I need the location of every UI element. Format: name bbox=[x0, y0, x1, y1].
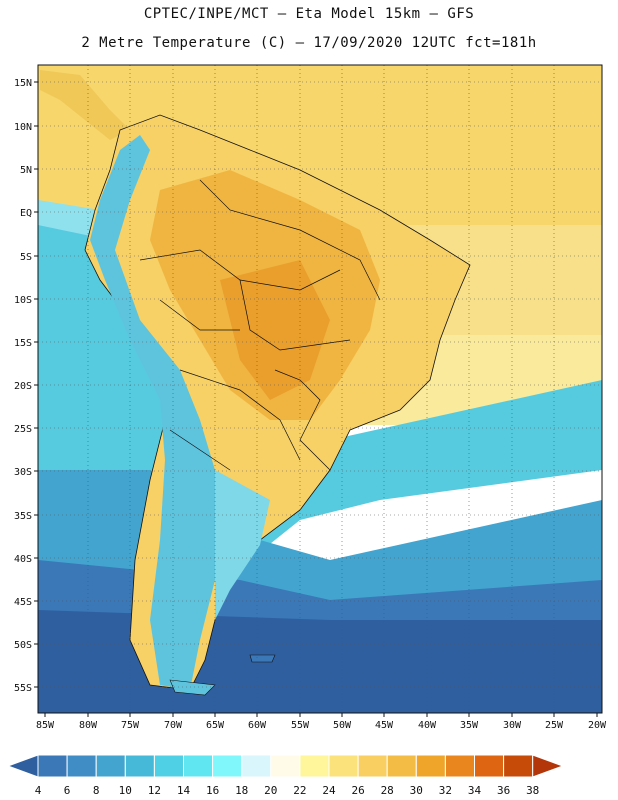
tierra-del-fuego bbox=[169, 679, 216, 696]
lon-label: 75W bbox=[121, 720, 140, 731]
colorbar-tick-label: 12 bbox=[148, 784, 161, 797]
lat-label: 40S bbox=[14, 554, 32, 565]
lat-label: 15S bbox=[14, 338, 32, 349]
lat-label: 45S bbox=[14, 597, 32, 608]
central-america bbox=[40, 70, 130, 140]
colorbar-cells bbox=[6, 754, 565, 778]
colorbar-cell bbox=[124, 754, 155, 778]
colorbar-tick-label: 4 bbox=[35, 784, 42, 797]
colorbar-tick-labels: 4 6 8 10 12 14 16 18 20 22 24 26 28 30 32 34 36 38 bbox=[35, 784, 540, 797]
lon-label: 65W bbox=[206, 720, 225, 731]
colorbar-cell bbox=[153, 754, 184, 778]
lat-label: 10N bbox=[14, 122, 32, 133]
colorbar-tick-label: 34 bbox=[468, 784, 482, 797]
colorbar-cell bbox=[270, 754, 301, 778]
map-gridlines bbox=[38, 65, 602, 713]
colorbar-cell bbox=[503, 754, 534, 778]
lon-label: 45W bbox=[375, 720, 394, 731]
colorbar-tick-label: 26 bbox=[351, 784, 364, 797]
colorbar-cell bbox=[444, 754, 475, 778]
colorbar-tick-label: 22 bbox=[293, 784, 306, 797]
colorbar-tick-label: 32 bbox=[439, 784, 452, 797]
colorbar-cell bbox=[357, 754, 388, 778]
lat-label: 20S bbox=[14, 381, 32, 392]
map-title: CPTEC/INPE/MCT – Eta Model 15km – GFS bbox=[143, 6, 475, 22]
colorbar-low-arrow bbox=[6, 754, 39, 778]
colorbar-high-arrow bbox=[532, 754, 565, 778]
colorbar-tick-label: 28 bbox=[381, 784, 394, 797]
lat-label: 5S bbox=[20, 252, 32, 263]
colorbar-cell bbox=[183, 754, 214, 778]
colorbar-cell bbox=[95, 754, 126, 778]
colorbar-cell bbox=[66, 754, 97, 778]
colorbar-cell bbox=[241, 754, 272, 778]
lat-label: 15N bbox=[14, 78, 32, 89]
lat-label: EQ bbox=[20, 208, 32, 219]
lon-label: 30W bbox=[503, 720, 522, 731]
lat-label: 35S bbox=[14, 511, 32, 522]
andes-strip bbox=[90, 135, 230, 690]
lon-label: 80W bbox=[79, 720, 98, 731]
lon-label: 20W bbox=[588, 720, 607, 731]
colorbar-cell bbox=[212, 754, 243, 778]
colorbar-tick-label: 18 bbox=[235, 784, 248, 797]
colorbar-cell bbox=[474, 754, 505, 778]
lon-label: 60W bbox=[248, 720, 267, 731]
colorbar-tick-label: 24 bbox=[322, 784, 336, 797]
patagonia-cool bbox=[215, 470, 270, 620]
colorbar-tick-label: 36 bbox=[497, 784, 510, 797]
colorbar-tick-label: 14 bbox=[177, 784, 191, 797]
lon-label: 35W bbox=[460, 720, 479, 731]
colorbar-cell bbox=[299, 754, 330, 778]
lat-label: 25S bbox=[14, 424, 32, 435]
colorbar-tick-label: 20 bbox=[264, 784, 277, 797]
lat-label: 10S bbox=[14, 295, 32, 306]
lon-label: 25W bbox=[545, 720, 564, 731]
lon-label: 55W bbox=[291, 720, 310, 731]
axis-ticks bbox=[34, 81, 598, 717]
colorbar-tick-label: 38 bbox=[526, 784, 539, 797]
lon-label: 70W bbox=[164, 720, 183, 731]
colorbar-cell bbox=[415, 754, 446, 778]
falkland-islands bbox=[249, 654, 276, 663]
lat-label: 5N bbox=[20, 165, 32, 176]
colorbar-cell bbox=[37, 754, 68, 778]
map-subtitle: 2 Metre Temperature (C) – 17/09/2020 12U… bbox=[81, 35, 537, 51]
colorbar-tick-label: 10 bbox=[119, 784, 132, 797]
lon-label: 50W bbox=[333, 720, 352, 731]
colorbar-tick-label: 16 bbox=[206, 784, 219, 797]
map-frame bbox=[37, 64, 603, 714]
lat-label: 30S bbox=[14, 467, 32, 478]
lat-label: 55S bbox=[14, 683, 32, 694]
land-hottest-region bbox=[220, 260, 330, 400]
lat-label: 50S bbox=[14, 640, 32, 651]
lon-label: 40W bbox=[418, 720, 437, 731]
colorbar-tick-label: 8 bbox=[93, 784, 100, 797]
colorbar-cell bbox=[328, 754, 359, 778]
colorbar-tick-label: 6 bbox=[64, 784, 71, 797]
lon-label: 85W bbox=[36, 720, 55, 731]
colorbar-cell bbox=[386, 754, 417, 778]
colorbar-tick-label: 30 bbox=[410, 784, 423, 797]
